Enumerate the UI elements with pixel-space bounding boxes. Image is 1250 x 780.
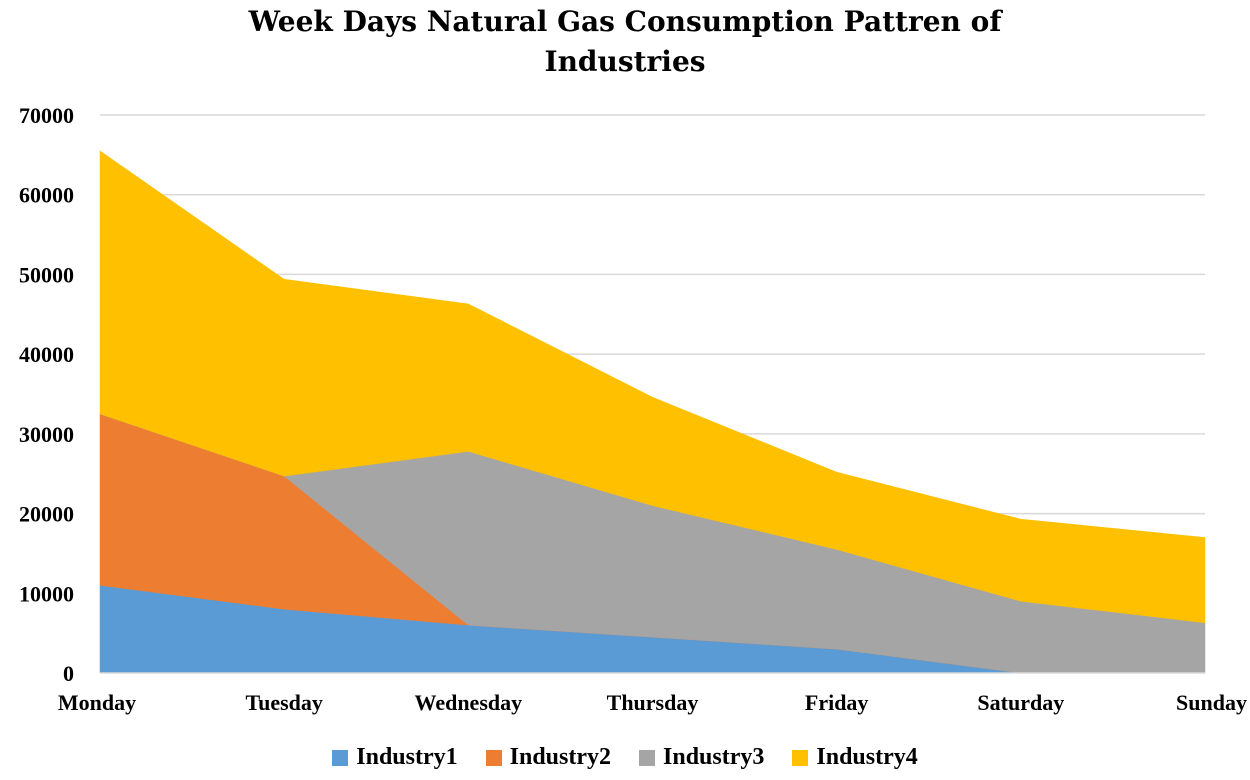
y-tick-label: 30000 — [19, 422, 74, 447]
y-tick-label: 60000 — [19, 183, 74, 208]
x-tick-label: Tuesday — [245, 690, 322, 715]
y-tick-label: 70000 — [19, 103, 74, 128]
legend-label: Industry3 — [663, 744, 765, 770]
y-tick-label: 20000 — [19, 502, 74, 527]
legend-swatch — [485, 749, 502, 766]
x-tick-label: Sunday — [1176, 690, 1247, 715]
area-industry4 — [99, 150, 1206, 624]
chart-title: Week Days Natural Gas Consumption Pattre… — [0, 2, 1250, 82]
x-tick-label: Wednesday — [415, 690, 523, 715]
legend-label: Industry2 — [509, 744, 611, 770]
chart-title-line-1: Week Days Natural Gas Consumption Pattre… — [248, 5, 1002, 38]
x-tick-label: Friday — [805, 690, 869, 715]
y-tick-label: 40000 — [19, 342, 74, 367]
x-tick-label: Saturday — [977, 690, 1064, 715]
y-tick-label: 10000 — [19, 581, 74, 606]
legend-label: Industry1 — [356, 744, 458, 770]
x-tick-label: Thursday — [607, 690, 699, 715]
y-tick-label: 50000 — [19, 262, 74, 287]
chart-title-line-2: Industries — [544, 45, 706, 78]
axes: 0 10000 20000 30000 40000 50000 60000 70000 Mond… — [19, 103, 1247, 715]
legend-label: Industry4 — [816, 744, 918, 770]
y-tick-label: 0 — [63, 661, 74, 686]
legend-item: Industry2 — [485, 744, 611, 771]
legend-item: Industry4 — [792, 744, 918, 771]
x-tick-label: Monday — [58, 690, 136, 715]
legend-item: Industry1 — [332, 744, 458, 771]
legend: Industry1 Industry2 Industry3 Industry4 — [0, 744, 1250, 771]
legend-swatch — [332, 749, 349, 766]
legend-swatch — [639, 749, 655, 766]
area-series — [99, 150, 1206, 674]
legend-swatch — [792, 749, 809, 766]
legend-item: Industry3 — [639, 744, 764, 771]
